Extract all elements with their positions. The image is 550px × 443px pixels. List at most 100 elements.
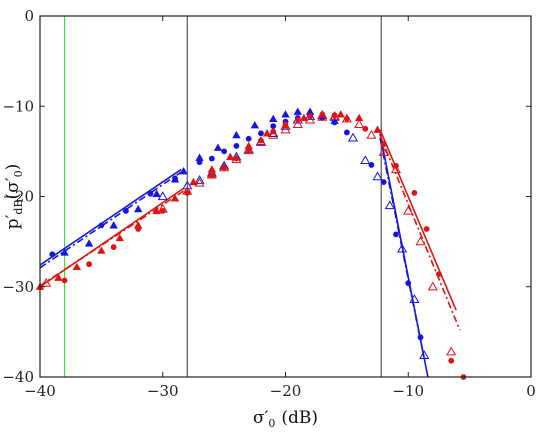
data-point: [182, 185, 193, 195]
x-tick-label: −20: [270, 382, 302, 400]
fit-line: [39, 171, 182, 269]
data-point: [373, 125, 382, 133]
data-point: [380, 179, 387, 185]
data-point: [207, 165, 217, 173]
axis-ticks: −40 −30 −20 −10 0 0 −10 −20 −30 −40: [2, 7, 535, 400]
data-point: [304, 114, 316, 124]
data-point: [179, 167, 188, 175]
data-point: [61, 277, 68, 284]
fit-line: [379, 134, 461, 331]
data-point: [268, 129, 279, 139]
data-point: [293, 107, 302, 115]
data-point: [226, 152, 235, 160]
data-point: [219, 162, 230, 172]
data-point: [419, 350, 430, 359]
data-point: [417, 334, 424, 341]
x-tick-label: 0: [526, 382, 536, 400]
data-point: [299, 113, 309, 122]
chart-marks: [35, 16, 467, 380]
x-tick-label: −40: [24, 382, 56, 400]
data-point: [292, 119, 303, 128]
data-point: [147, 190, 154, 197]
data-point: [336, 110, 345, 118]
data-point: [208, 155, 215, 162]
data-point: [270, 123, 277, 130]
data-point: [409, 294, 420, 304]
data-point: [366, 129, 377, 139]
data-point: [415, 236, 426, 246]
data-point: [331, 119, 338, 126]
data-point: [372, 171, 383, 181]
data-point: [282, 121, 289, 128]
data-point: [446, 346, 457, 356]
data-point: [354, 113, 364, 122]
data-point: [213, 143, 223, 151]
data-point: [280, 124, 291, 134]
data-point: [157, 203, 168, 213]
data-point: [343, 129, 350, 136]
data-point: [405, 280, 412, 287]
data-point: [134, 221, 143, 229]
plot-frame: [39, 15, 532, 378]
data-point: [41, 277, 52, 287]
data-point: [255, 137, 267, 146]
data-point: [194, 175, 205, 184]
data-point: [110, 244, 117, 250]
data-point: [152, 189, 161, 197]
fit-line: [39, 190, 185, 287]
data-point: [86, 261, 92, 268]
data-point: [157, 191, 168, 201]
data-point: [317, 111, 328, 121]
data-point: [393, 231, 399, 238]
y-tick-label: −10: [2, 97, 34, 115]
data-point: [172, 175, 178, 182]
y-tick-label: −20: [2, 188, 34, 206]
data-point: [196, 159, 203, 166]
data-point: [231, 154, 242, 164]
data-point: [49, 251, 56, 258]
data-point: [195, 153, 204, 161]
data-point: [427, 281, 438, 291]
data-point: [208, 172, 215, 179]
data-point: [109, 221, 118, 229]
x-tick-label: −10: [392, 382, 424, 400]
data-point: [194, 177, 205, 187]
data-point: [378, 147, 389, 156]
data-point: [360, 155, 371, 165]
data-point: [411, 189, 418, 196]
data-point: [232, 130, 241, 139]
data-point: [384, 200, 395, 210]
data-point: [423, 226, 430, 232]
data-point: [250, 121, 260, 129]
data-point: [135, 226, 142, 232]
data-point: [243, 145, 254, 155]
data-point: [60, 248, 69, 256]
y-tick-label: 0: [24, 7, 34, 25]
data-point: [97, 246, 106, 254]
data-point: [221, 148, 228, 155]
data-point: [98, 222, 105, 229]
x-tick-label: −30: [147, 382, 179, 400]
y-tick-label: −30: [2, 278, 34, 296]
data-point: [403, 205, 414, 215]
data-point: [281, 110, 290, 118]
data-point: [347, 132, 359, 142]
data-point: [206, 169, 217, 179]
y-axis-label: p′dB(σ′0): [3, 164, 25, 230]
data-point: [84, 239, 94, 247]
data-point: [245, 135, 252, 142]
data-point: [354, 119, 365, 128]
data-point: [115, 233, 124, 242]
data-point: [233, 143, 240, 149]
data-point: [170, 194, 180, 202]
y-tick-label: −40: [2, 368, 34, 386]
data-point: [341, 113, 352, 123]
data-point: [123, 208, 129, 214]
data-point: [262, 129, 272, 137]
x-axis-label: σ′0 (dB): [253, 408, 318, 430]
data-point: [329, 110, 340, 120]
data-point: [54, 273, 63, 281]
data-point: [258, 137, 264, 144]
data-point: [134, 204, 143, 213]
